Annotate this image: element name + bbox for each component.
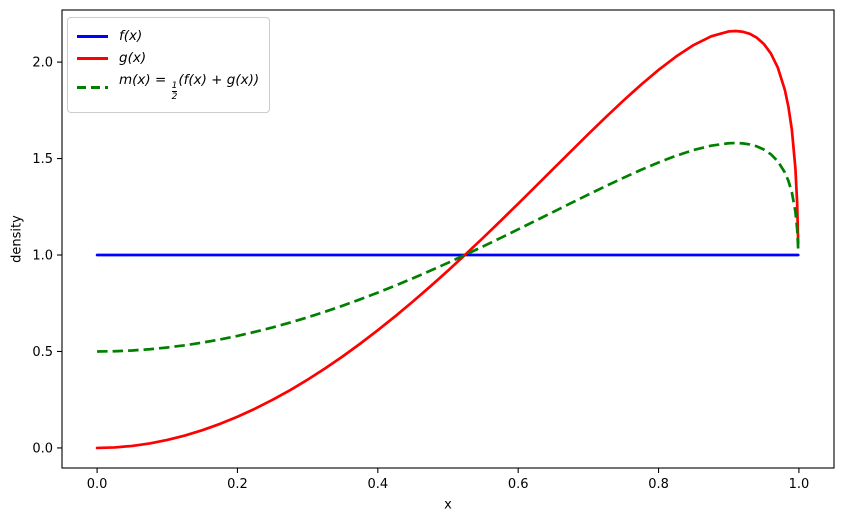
legend-line-swatch-m-icon <box>77 85 108 89</box>
legend-label-m: m(x) = 1 2 (f(x) + g(x)) <box>119 72 260 102</box>
x-tick-label: 0.0 <box>87 477 108 492</box>
x-tick-label: 0.6 <box>508 477 529 492</box>
x-axis-label: x <box>444 497 452 513</box>
y-tick-label: 0.5 <box>32 345 53 360</box>
x-tick-label: 1.0 <box>789 477 810 492</box>
series-line-2 <box>97 141 800 353</box>
series-line-1 <box>95 29 800 450</box>
legend-item-g: g(x) <box>77 47 259 69</box>
legend: f(x) g(x) m(x) = 1 2 (f(x) + g(x)) <box>67 17 271 113</box>
legend-item-m: m(x) = 1 2 (f(x) + g(x)) <box>77 69 259 105</box>
legend-line-swatch-f-icon <box>77 34 108 38</box>
y-axis-label: density <box>9 215 25 263</box>
y-tick-label: 1.0 <box>32 249 53 264</box>
x-tick-label: 0.4 <box>367 477 388 492</box>
legend-label-g: g(x) <box>119 50 147 66</box>
legend-line-swatch-g-icon <box>77 56 108 60</box>
x-tick-label: 0.8 <box>648 477 669 492</box>
y-tick-label: 0.0 <box>32 441 53 456</box>
axes-frame <box>61 9 835 469</box>
y-tick-label: 2.0 <box>32 56 53 71</box>
x-tick-label: 0.2 <box>227 477 248 492</box>
legend-label-f: f(x) <box>119 28 143 44</box>
y-tick-label: 1.5 <box>32 152 53 167</box>
legend-item-f: f(x) <box>77 25 259 47</box>
